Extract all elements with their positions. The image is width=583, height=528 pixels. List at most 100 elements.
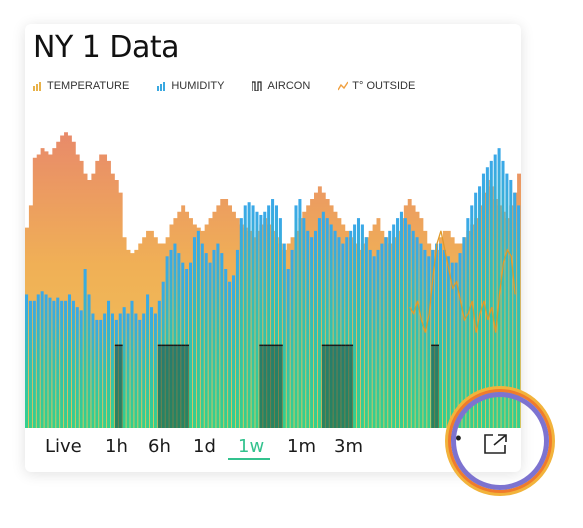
humidity-bar — [497, 148, 501, 428]
humidity-bar — [208, 262, 212, 428]
humidity-bar — [454, 262, 458, 428]
humidity-bar — [204, 253, 208, 428]
aircon-on-segment — [278, 345, 283, 428]
humidity-bar — [396, 218, 400, 428]
humidity-bar — [282, 243, 286, 428]
chart-legend: TEMPERATURE HUMIDITY AIRCON T° OUTSIDE — [33, 80, 443, 92]
bar-chart-icon — [33, 82, 41, 91]
aircon-on-segment — [165, 345, 170, 428]
humidity-bar — [317, 218, 321, 428]
humidity-bar — [169, 249, 173, 428]
aircon-on-segment — [345, 345, 350, 428]
legend-item-temperature[interactable]: TEMPERATURE — [33, 80, 129, 92]
humidity-bar — [259, 214, 263, 428]
tab-1w[interactable]: 1w — [238, 436, 265, 457]
aircon-on-segment — [259, 345, 264, 428]
humidity-bar — [438, 243, 443, 428]
legend-item-humidity[interactable]: HUMIDITY — [157, 80, 224, 92]
tab-6h[interactable]: 6h — [148, 436, 171, 457]
legend-item-aircon[interactable]: AIRCON — [252, 80, 310, 92]
active-tab-indicator — [228, 458, 270, 460]
aircon-on-segment — [157, 345, 162, 428]
widget-title: NY 1 Data — [33, 30, 180, 65]
tab-1d[interactable]: 1d — [193, 436, 216, 457]
humidity-bar — [235, 249, 239, 428]
humidity-bar — [399, 211, 403, 428]
humidity-bar — [239, 218, 243, 428]
tab-1h[interactable]: 1h — [105, 436, 128, 457]
humidity-bar — [255, 211, 259, 428]
humidity-bar — [189, 262, 193, 428]
humidity-bar — [376, 249, 380, 428]
aircon-on-segment — [173, 345, 178, 428]
bar-chart[interactable] — [25, 110, 521, 428]
humidity-bar — [474, 192, 478, 428]
humidity-bar — [28, 300, 32, 428]
humidity-bar — [415, 237, 419, 428]
aircon-on-segment — [337, 345, 342, 428]
humidity-bar — [48, 297, 52, 428]
humidity-bar — [325, 218, 329, 428]
humidity-bar — [44, 294, 48, 428]
humidity-bar — [126, 313, 130, 428]
humidity-bar — [501, 160, 505, 428]
expand-icon[interactable] — [483, 433, 509, 455]
humidity-bar — [79, 310, 83, 428]
time-range-tabs: Live 1h 6h 1d 1w 1m 3m — [25, 428, 521, 472]
humidity-bar — [509, 179, 513, 428]
humidity-bar — [310, 237, 314, 428]
humidity-bar — [380, 243, 384, 428]
bar-chart-icon — [157, 82, 166, 91]
humidity-bar — [142, 313, 146, 428]
aircon-on-segment — [185, 345, 190, 428]
humidity-bar — [489, 160, 493, 428]
humidity-bar — [95, 319, 99, 428]
humidity-bar — [67, 294, 72, 428]
humidity-bar — [364, 237, 368, 428]
aircon-on-segment — [329, 345, 334, 428]
humidity-bar — [466, 218, 470, 428]
humidity-bar — [517, 205, 521, 428]
humidity-bar — [224, 269, 228, 428]
more-menu-button[interactable]: •• — [448, 428, 463, 448]
humidity-bar — [107, 300, 111, 428]
humidity-bar — [442, 249, 446, 428]
humidity-bar — [290, 249, 294, 428]
humidity-bar — [149, 307, 154, 428]
humidity-bar — [103, 313, 107, 428]
humidity-bar — [247, 202, 251, 428]
humidity-bar — [130, 300, 134, 428]
tab-live[interactable]: Live — [45, 436, 82, 457]
humidity-bar — [294, 205, 298, 428]
legend-label: HUMIDITY — [171, 80, 225, 92]
humidity-bar — [212, 249, 216, 428]
humidity-bar — [306, 230, 310, 428]
humidity-bar — [220, 253, 224, 428]
humidity-bar — [360, 224, 364, 428]
humidity-bar — [427, 256, 431, 428]
humidity-bar — [392, 224, 396, 428]
humidity-bar — [192, 237, 196, 428]
humidity-bar — [470, 205, 474, 428]
legend-item-outside-temp[interactable]: T° OUTSIDE — [338, 80, 415, 92]
humidity-bar — [458, 253, 462, 428]
humidity-bar — [243, 205, 247, 428]
humidity-bar — [337, 237, 341, 428]
humidity-bar — [345, 237, 349, 428]
humidity-bar — [91, 313, 95, 428]
humidity-bar — [52, 300, 56, 428]
humidity-bar — [231, 275, 236, 428]
humidity-bar — [513, 192, 517, 428]
tab-1m[interactable]: 1m — [287, 436, 316, 457]
humidity-bar — [388, 230, 392, 428]
humidity-bar — [485, 167, 489, 428]
humidity-bar — [146, 294, 150, 428]
aircon-on-segment — [341, 345, 346, 428]
tab-3m[interactable]: 3m — [334, 436, 363, 457]
aircon-on-segment — [431, 345, 436, 428]
aircon-on-segment — [114, 345, 119, 428]
humidity-bar — [356, 218, 361, 428]
humidity-bar — [278, 218, 282, 428]
humidity-bar — [56, 297, 60, 428]
humidity-bar — [271, 199, 275, 428]
